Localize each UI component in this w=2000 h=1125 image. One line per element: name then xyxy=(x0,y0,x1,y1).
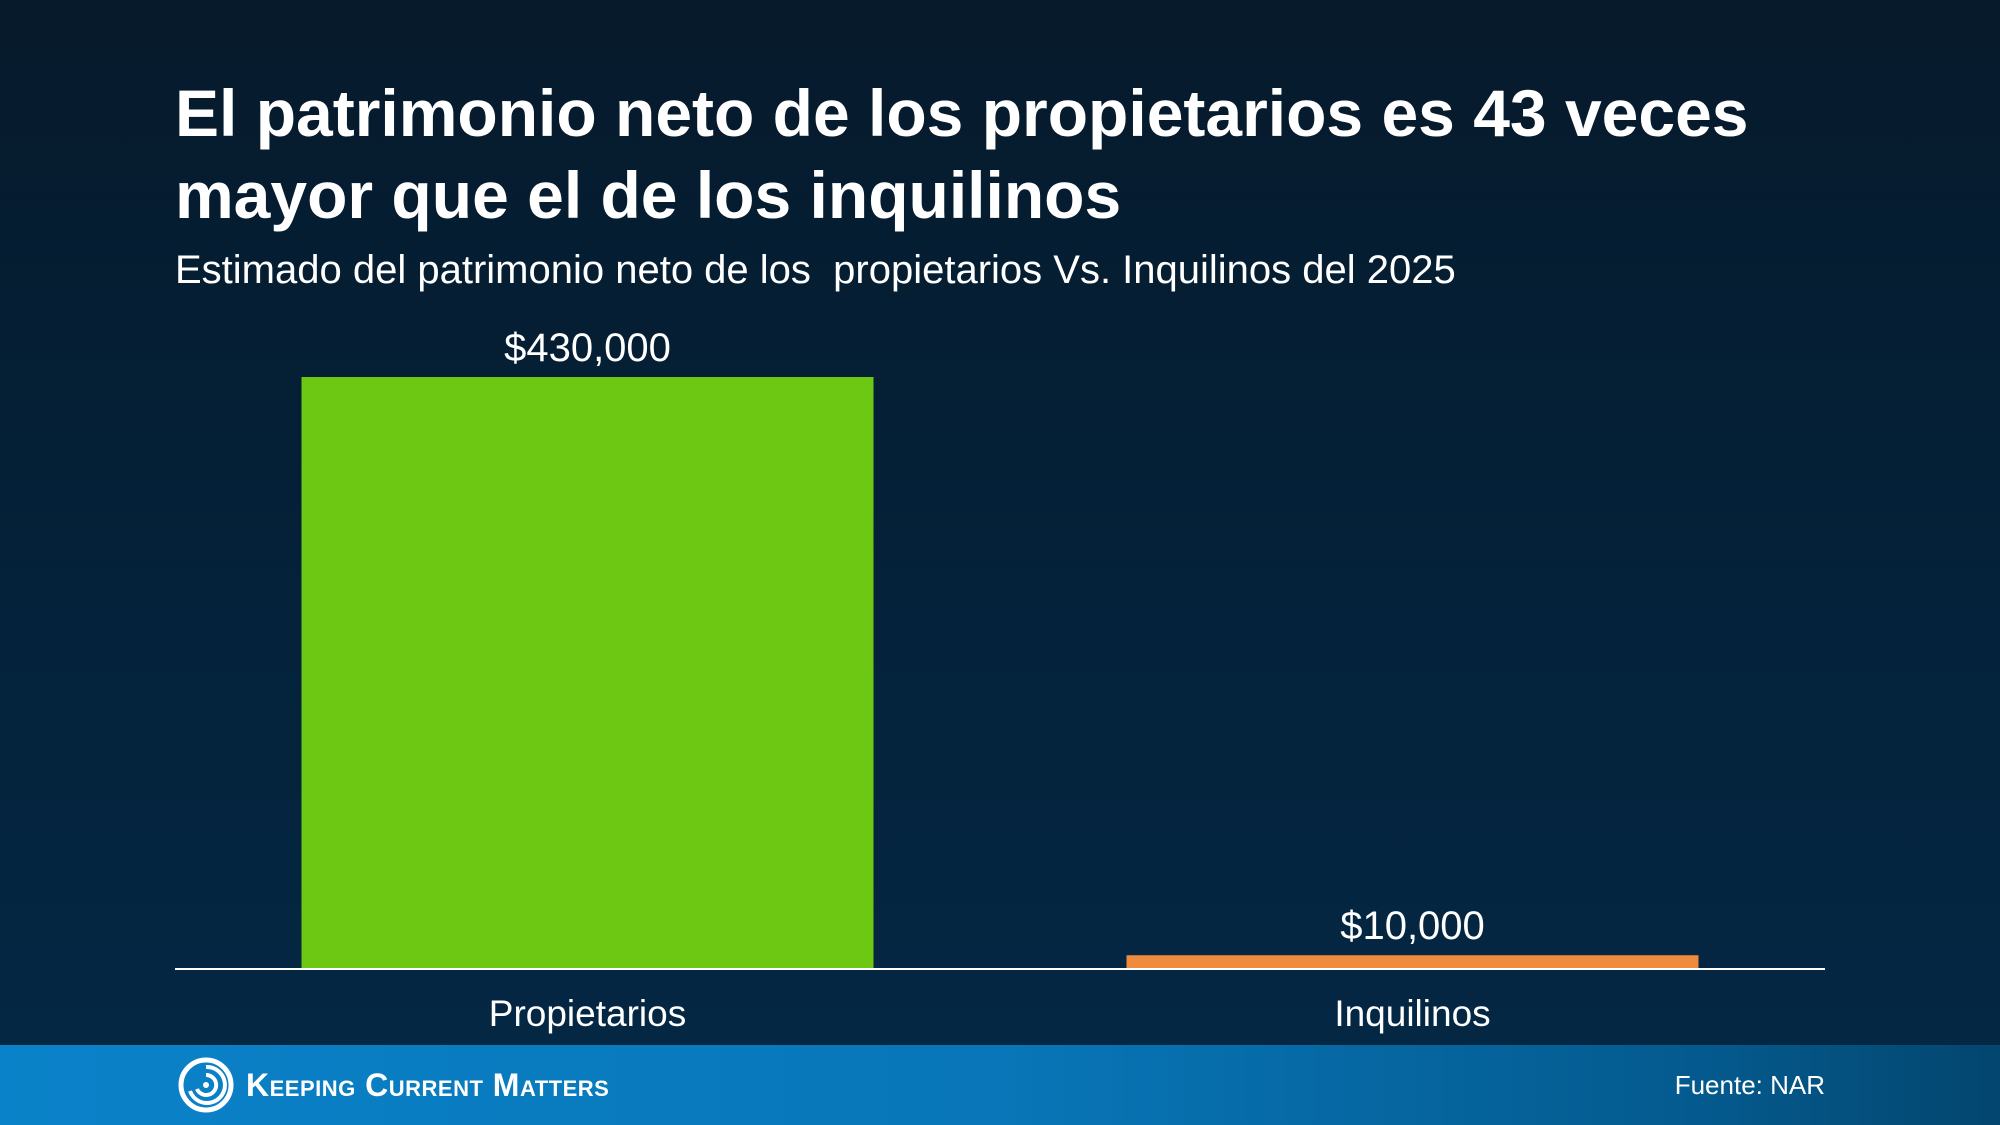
value-label-propietarios: $430,000 xyxy=(504,326,671,370)
chart-subtitle: Estimado del patrimonio neto de los prop… xyxy=(175,248,1456,292)
bar-propietarios xyxy=(301,377,874,969)
swirl-icon xyxy=(178,1057,234,1113)
source-label: Fuente: NAR xyxy=(1674,1070,1825,1100)
chart-title: El patrimonio neto de los propietarios e… xyxy=(175,76,1749,232)
category-label-inquilinos: Inquilinos xyxy=(1334,993,1490,1034)
footer-bar: Keeping Current Matters Fuente: NAR xyxy=(0,1045,2000,1125)
bar-chart: $430,000 Propietarios $10,000 Inquilinos xyxy=(301,326,1699,1034)
value-label-inquilinos: $10,000 xyxy=(1340,904,1485,948)
kcm-logo: Keeping Current Matters xyxy=(178,1057,609,1113)
logo-text: Keeping Current Matters xyxy=(246,1066,610,1103)
bar-inquilinos xyxy=(1126,955,1699,969)
category-label-propietarios: Propietarios xyxy=(489,993,686,1034)
